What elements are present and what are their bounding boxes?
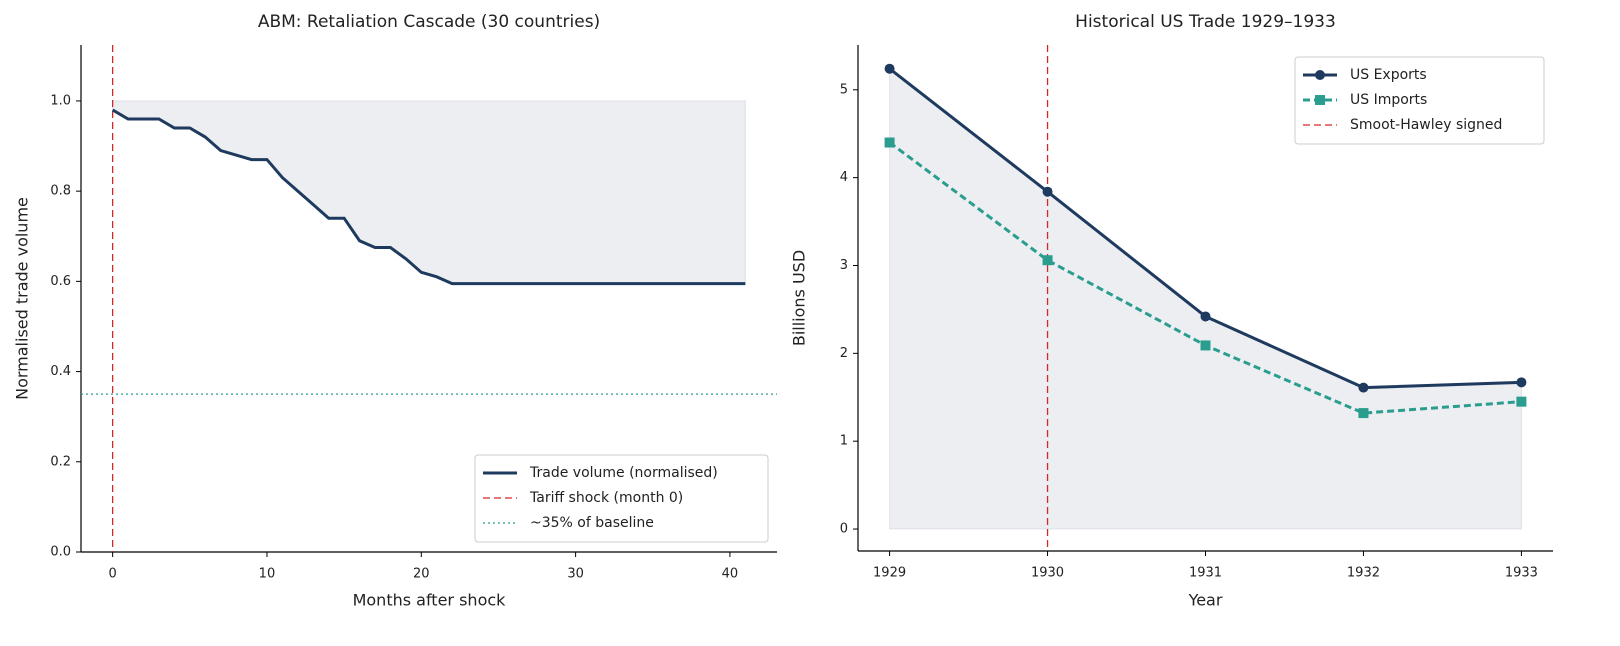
x-tick-label: 1931 bbox=[1189, 566, 1222, 581]
chart-title: ABM: Retaliation Cascade (30 countries) bbox=[258, 12, 600, 32]
y-tick-label: 5 bbox=[840, 82, 848, 97]
legend-marker bbox=[1315, 70, 1325, 80]
legend-label: Tariff shock (month 0) bbox=[529, 490, 683, 506]
legend-label: US Exports bbox=[1350, 67, 1427, 83]
y-tick-label: 0.6 bbox=[50, 274, 71, 289]
y-tick-label: 1 bbox=[840, 434, 848, 449]
point bbox=[1516, 377, 1527, 388]
point bbox=[884, 63, 895, 74]
y-tick-label: 3 bbox=[840, 258, 848, 273]
y-tick-label: 0.0 bbox=[50, 545, 71, 560]
x-tick-label: 30 bbox=[567, 567, 584, 582]
legend-label: US Imports bbox=[1350, 92, 1427, 108]
x-tick-label: 0 bbox=[108, 567, 116, 582]
chart-title: Historical US Trade 1929–1933 bbox=[1075, 12, 1336, 32]
point bbox=[1516, 396, 1527, 407]
fill-area bbox=[112, 100, 746, 285]
point bbox=[884, 137, 895, 148]
y-tick-label: 4 bbox=[840, 170, 848, 185]
point bbox=[1200, 340, 1211, 351]
point bbox=[1200, 311, 1211, 322]
y-tick-label: 0.4 bbox=[50, 364, 71, 379]
y-tick-label: 0 bbox=[840, 522, 848, 537]
y-axis-label: Billions USD bbox=[790, 250, 809, 346]
y-tick-label: 0.2 bbox=[50, 454, 71, 469]
legend-label: Smoot-Hawley signed bbox=[1350, 117, 1502, 133]
series-line bbox=[111, 108, 746, 286]
y-tick-label: 0.8 bbox=[50, 184, 71, 199]
x-tick-label: 1932 bbox=[1347, 566, 1380, 581]
legend-label: ~35% of baseline bbox=[530, 515, 654, 531]
legend-box bbox=[1294, 56, 1545, 145]
x-tick-label: 10 bbox=[259, 567, 276, 582]
legend-label: Trade volume (normalised) bbox=[529, 465, 718, 481]
point bbox=[1042, 255, 1053, 266]
x-tick-label: 1933 bbox=[1505, 566, 1538, 581]
point bbox=[1042, 186, 1053, 197]
x-tick-label: 1929 bbox=[873, 566, 906, 581]
x-tick-label: 20 bbox=[413, 567, 430, 582]
x-tick-label: 40 bbox=[722, 567, 739, 582]
x-axis-label: Months after shock bbox=[353, 591, 507, 610]
y-tick-label: 1.0 bbox=[50, 93, 71, 108]
y-axis-label: Normalised trade volume bbox=[13, 197, 32, 400]
point bbox=[1358, 408, 1369, 419]
legend-marker bbox=[1315, 95, 1325, 105]
point bbox=[1358, 382, 1369, 393]
y-tick-label: 2 bbox=[840, 346, 848, 361]
x-tick-label: 1930 bbox=[1031, 566, 1064, 581]
x-axis-label: Year bbox=[1188, 591, 1223, 610]
legend-box bbox=[474, 454, 769, 543]
